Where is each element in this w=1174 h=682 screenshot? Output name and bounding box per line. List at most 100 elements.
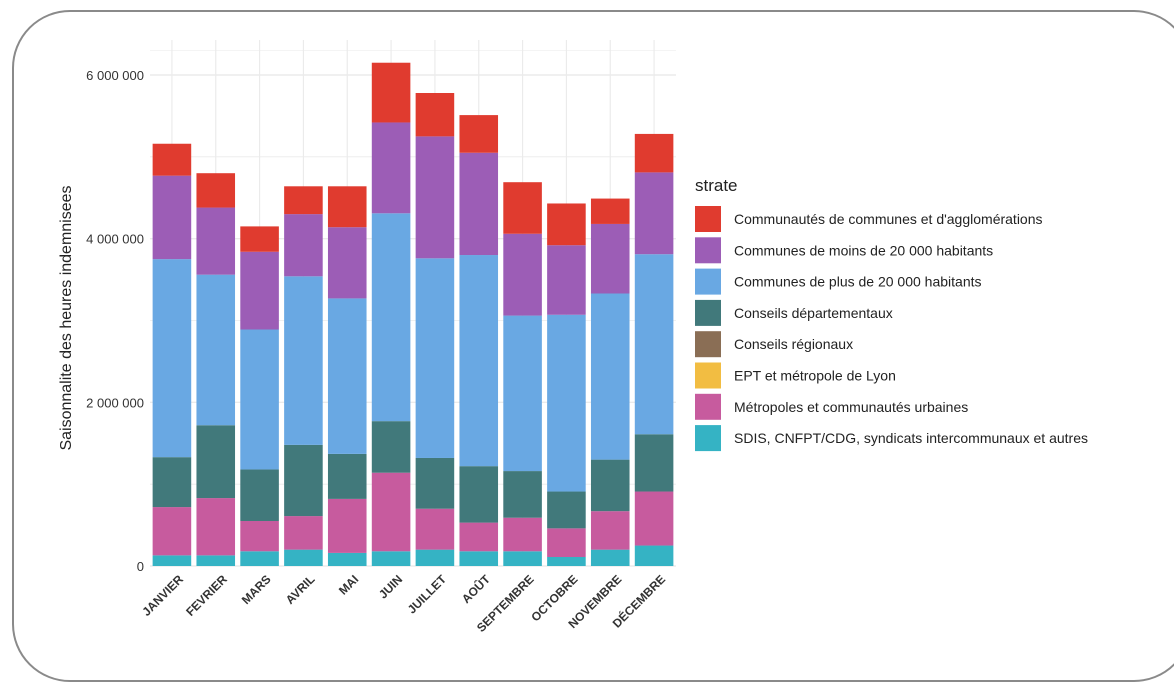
legend-swatch — [695, 299, 721, 326]
x-tick-label: MARS — [239, 572, 274, 607]
bar-segment — [459, 152, 499, 256]
legend-label: Métropoles et communautés urbaines — [734, 399, 968, 415]
y-tick-label: 0 — [137, 559, 144, 574]
bar-segment — [240, 329, 279, 470]
y-tick-label: 2 000 000 — [86, 395, 144, 410]
bar-segment — [634, 133, 674, 173]
legend-swatch — [695, 331, 721, 358]
legend-title: strate — [695, 176, 738, 195]
bar-segment — [634, 545, 674, 566]
legend-label: SDIS, CNFPT/CDG, syndicats intercommunau… — [734, 430, 1088, 446]
bar-segment — [327, 453, 367, 499]
bar-segment — [284, 276, 323, 445]
bar-segment — [327, 227, 367, 299]
bar-segment — [459, 255, 499, 467]
bar-segment — [152, 457, 192, 508]
bar-segment — [152, 175, 192, 260]
bar-segment — [284, 516, 323, 550]
bar-segment — [415, 457, 455, 509]
legend-swatch — [695, 362, 721, 389]
bar-segment — [152, 143, 192, 176]
bar-segment — [196, 207, 236, 275]
bar-segment — [590, 511, 630, 550]
bar-segment — [415, 136, 455, 259]
legend-label: EPT et métropole de Lyon — [734, 368, 896, 384]
bar-segment — [503, 551, 542, 566]
bar-segment — [196, 555, 236, 566]
bar-segment — [327, 498, 367, 553]
bar-segment — [503, 233, 542, 316]
bar-segment — [459, 115, 499, 153]
x-tick-label: JUILLET — [405, 572, 450, 617]
bar-segment — [547, 556, 586, 566]
bar-segment — [634, 172, 674, 255]
y-axis-label: Saisonnalite des heures indemnisees — [58, 185, 75, 450]
bars — [152, 62, 674, 566]
bar-segment — [634, 254, 674, 435]
bar-segment — [634, 491, 674, 546]
bar-segment — [327, 186, 367, 228]
bar-segment — [415, 508, 455, 550]
bar-segment — [371, 421, 411, 473]
x-tick-label: MAI — [336, 572, 361, 597]
bar-segment — [240, 251, 279, 330]
x-tick-label: AOÛT — [458, 571, 493, 606]
bar-segment — [371, 551, 411, 566]
x-tick-label: JANVIER — [139, 572, 186, 619]
bar-segment — [371, 122, 411, 214]
bar-segment — [415, 93, 455, 137]
x-tick-label: FEVRIER — [183, 572, 230, 619]
bar-segment — [590, 293, 630, 460]
bar-segment — [547, 245, 586, 315]
bar-segment — [503, 517, 542, 552]
bar-segment — [196, 425, 236, 499]
legend-swatch — [695, 237, 721, 264]
bar-segment — [371, 213, 411, 422]
legend: Communautés de communes et d'agglomérati… — [695, 206, 1088, 452]
bar-segment — [284, 444, 323, 517]
bar-segment — [459, 522, 499, 552]
bar-segment — [415, 549, 455, 566]
legend-label: Conseils régionaux — [734, 336, 853, 352]
bar-segment — [590, 549, 630, 566]
legend-label: Communes de moins de 20 000 habitants — [734, 242, 993, 258]
bar-segment — [240, 469, 279, 521]
bar-segment — [459, 551, 499, 566]
bar-segment — [547, 203, 586, 246]
bar-segment — [284, 186, 323, 215]
bar-segment — [196, 498, 236, 556]
legend-swatch — [695, 206, 721, 232]
bar-segment — [284, 214, 323, 277]
legend-label: Communautés de communes et d'agglomérati… — [734, 211, 1043, 227]
bar-segment — [547, 491, 586, 529]
bar-segment — [284, 549, 323, 566]
y-tick-label: 4 000 000 — [86, 232, 144, 247]
bar-segment — [590, 198, 630, 224]
bar-segment — [503, 315, 542, 472]
bar-segment — [152, 507, 192, 556]
bar-segment — [371, 62, 411, 123]
y-axis-ticks: 0 2 000 000 4 000 000 6 000 000 — [86, 68, 144, 574]
stacked-bar-chart: 0 2 000 000 4 000 000 6 000 000 JANVIERFEVR… — [58, 40, 1088, 635]
bar-segment — [327, 552, 367, 566]
bar-segment — [590, 459, 630, 512]
bar-segment — [503, 471, 542, 518]
bar-segment — [196, 173, 236, 208]
bar-segment — [634, 434, 674, 492]
y-tick-label: 6 000 000 — [86, 68, 144, 83]
legend-swatch — [695, 425, 721, 452]
bar-segment — [459, 466, 499, 523]
bar-segment — [503, 182, 542, 234]
legend-label: Conseils départementaux — [734, 305, 893, 321]
bar-segment — [415, 258, 455, 458]
legend-swatch — [695, 393, 721, 420]
bar-segment — [196, 274, 236, 426]
x-tick-label: JUIN — [376, 572, 405, 601]
bar-segment — [547, 528, 586, 557]
bar-segment — [371, 472, 411, 552]
bar-segment — [240, 520, 279, 552]
bar-segment — [327, 298, 367, 454]
legend-label: Communes de plus de 20 000 habitants — [734, 274, 982, 290]
bar-segment — [240, 226, 279, 252]
bar-segment — [152, 259, 192, 458]
